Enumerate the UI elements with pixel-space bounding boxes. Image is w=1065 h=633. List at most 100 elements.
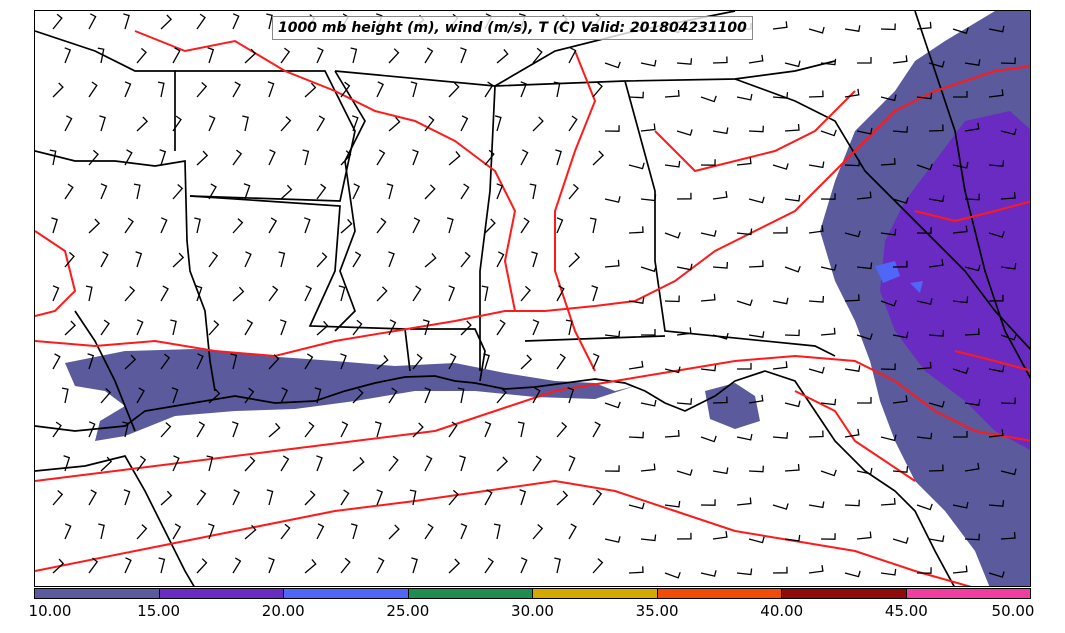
wind-barb bbox=[640, 534, 657, 542]
wind-barb bbox=[88, 421, 96, 438]
wind-barb bbox=[280, 523, 291, 540]
wind-barb bbox=[448, 353, 457, 370]
rio-grande bbox=[74, 310, 136, 432]
florida-shade bbox=[705, 383, 760, 429]
wind-barb bbox=[376, 217, 387, 234]
colorbar-segment bbox=[159, 589, 284, 598]
wind-barb bbox=[124, 286, 136, 302]
wind-barb bbox=[160, 422, 172, 438]
wind-barb bbox=[268, 217, 278, 234]
wind-barb bbox=[844, 570, 861, 578]
oklahoma-border bbox=[35, 30, 176, 151]
wind-barb bbox=[100, 319, 110, 336]
wind-barb bbox=[52, 285, 60, 302]
wind-barb bbox=[232, 557, 242, 574]
wind-barb bbox=[520, 285, 531, 302]
wind-barb bbox=[712, 332, 729, 340]
wind-barb bbox=[207, 523, 215, 540]
wind-barb bbox=[424, 184, 436, 200]
wind-barb bbox=[100, 388, 112, 404]
wind-barb bbox=[808, 90, 824, 98]
wind-barb bbox=[304, 421, 315, 438]
wind-barb bbox=[628, 91, 644, 99]
wind-barb bbox=[772, 163, 789, 170]
wind-barb bbox=[857, 57, 872, 64]
wind-barb bbox=[676, 58, 693, 65]
wind-barb bbox=[556, 353, 566, 370]
wind-barb bbox=[988, 294, 1004, 302]
wind-barb bbox=[340, 150, 352, 166]
appalachian-line bbox=[914, 11, 1030, 380]
wind-barb bbox=[136, 455, 147, 472]
boundaries bbox=[35, 11, 1030, 586]
wind-barb bbox=[748, 196, 765, 204]
wind-barb bbox=[376, 81, 384, 98]
wind-barb bbox=[244, 456, 256, 472]
tennessee-border bbox=[334, 60, 836, 87]
wind-barb bbox=[316, 47, 324, 64]
wind-barb bbox=[268, 149, 276, 166]
wind-barb bbox=[460, 523, 468, 540]
wind-barb bbox=[279, 319, 287, 336]
wind-barb bbox=[844, 25, 861, 32]
wind-barb bbox=[784, 265, 801, 273]
wind-barb bbox=[122, 421, 129, 438]
wind-barb bbox=[532, 387, 541, 404]
wind-barb bbox=[124, 149, 133, 166]
wind-barb bbox=[412, 149, 419, 166]
wind-barb bbox=[52, 421, 62, 438]
wind-barb bbox=[52, 490, 64, 506]
wind-barb bbox=[303, 217, 311, 234]
wind-barb bbox=[964, 122, 980, 132]
wind-barb bbox=[892, 537, 909, 544]
isotherm-8 bbox=[35, 230, 77, 317]
wind-barb bbox=[424, 47, 434, 64]
wind-barb bbox=[784, 400, 801, 408]
wind-barb bbox=[748, 54, 764, 64]
wind-barb bbox=[85, 285, 93, 302]
wind-barb bbox=[916, 432, 933, 440]
wind-barb bbox=[844, 499, 860, 507]
alabama-florida-border bbox=[524, 335, 666, 342]
wind-barb bbox=[520, 149, 529, 166]
wind-barb bbox=[316, 183, 327, 200]
wind-barb bbox=[98, 523, 105, 540]
wind-barb bbox=[592, 489, 603, 506]
wind-barb bbox=[928, 259, 944, 268]
wind-barb bbox=[268, 557, 275, 574]
wind-barb bbox=[88, 13, 97, 30]
wind-barb bbox=[124, 354, 137, 370]
wind-barb bbox=[712, 467, 729, 475]
wind-barb bbox=[493, 523, 501, 540]
wind-barb bbox=[748, 394, 764, 404]
wind-barb bbox=[664, 89, 680, 98]
wind-barb bbox=[664, 231, 681, 239]
wind-barb bbox=[484, 149, 495, 166]
wind-barb bbox=[136, 387, 145, 404]
wind-barb bbox=[676, 129, 693, 136]
wind-barb bbox=[49, 149, 57, 166]
wind-barb bbox=[232, 149, 243, 166]
wind-barb bbox=[350, 47, 358, 64]
wind-barb bbox=[964, 193, 980, 201]
wind-barb bbox=[892, 126, 909, 133]
wind-barb bbox=[520, 217, 530, 234]
wind-barb bbox=[700, 293, 716, 302]
wind-barb bbox=[160, 217, 168, 234]
wind-barb bbox=[640, 399, 657, 407]
wind-barb bbox=[61, 387, 69, 404]
wind-barb bbox=[352, 183, 360, 200]
wind-barb bbox=[604, 536, 621, 543]
wind-barb bbox=[460, 251, 471, 268]
wind-barb bbox=[409, 489, 417, 506]
wind-barb bbox=[892, 466, 909, 473]
wind-barb bbox=[412, 353, 423, 370]
wind-barb bbox=[374, 421, 382, 438]
wind-barb bbox=[772, 92, 789, 99]
wind-barb bbox=[628, 431, 644, 439]
wind-barb bbox=[280, 387, 288, 404]
carolina-border bbox=[734, 78, 1030, 351]
colorbar-tick-label: 25.00 bbox=[386, 602, 430, 620]
wind-barb bbox=[952, 565, 968, 574]
wind-barb bbox=[460, 115, 469, 132]
